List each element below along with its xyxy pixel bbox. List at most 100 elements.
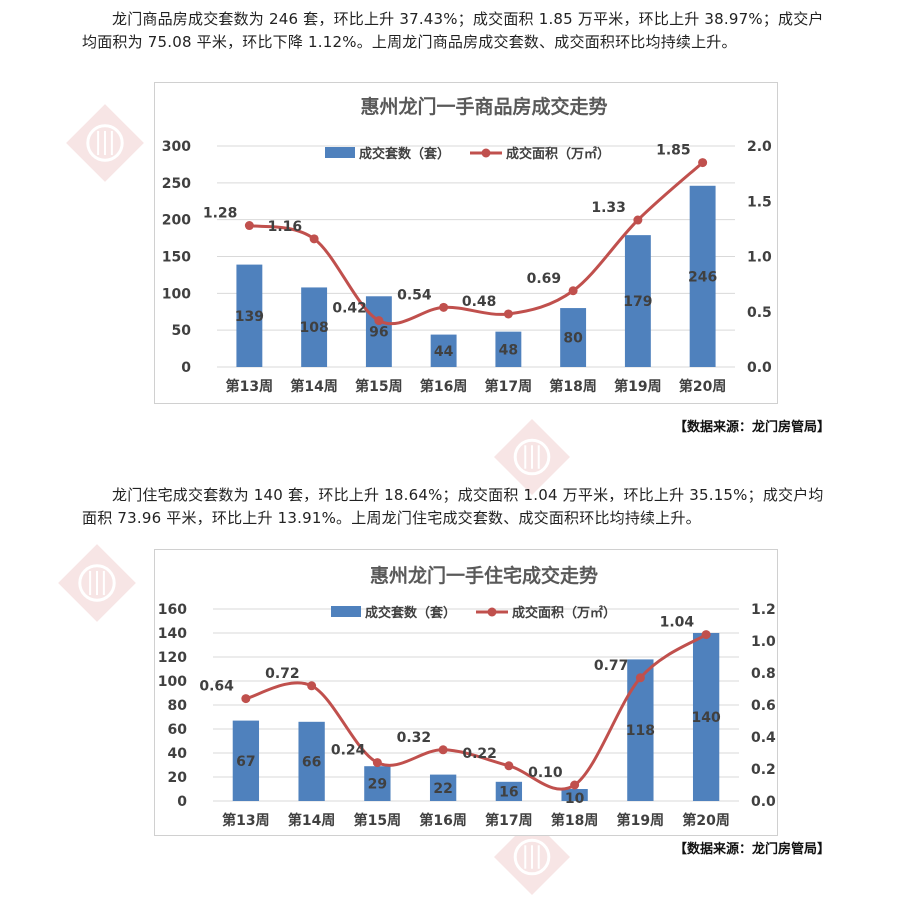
line-value-label: 1.28 <box>203 206 238 222</box>
summary-paragraph-commercial: 龙门商品房成交套数为 246 套，环比上升 37.43%；成交面积 1.85 万… <box>82 10 824 51</box>
line-point <box>439 302 449 312</box>
line-point <box>438 745 448 755</box>
y-left-tick-label: 0 <box>181 360 191 376</box>
line-point <box>503 309 513 319</box>
line-point <box>307 681 317 691</box>
watermark-diamond-shape <box>58 544 136 622</box>
line-point <box>372 758 382 768</box>
y-right-tick-label: 0.0 <box>751 794 776 810</box>
y-left-tick-label: 200 <box>162 213 191 229</box>
chart-residential-housing: 惠州龙门一手住宅成交走势 0 20 40 60 80 100 120 140 160 0.0 0.2 0… <box>154 549 778 836</box>
x-tick-label: 第15周 <box>354 812 401 829</box>
line-value-label: 0.77 <box>594 658 629 674</box>
watermark-logo <box>54 540 140 630</box>
watermark-ring <box>78 564 116 602</box>
bar-value-label: 10 <box>565 791 585 807</box>
y-right-tick-label: 0.2 <box>751 762 776 778</box>
y-left-tick-label: 0 <box>177 794 187 810</box>
summary-paragraph-residential: 龙门住宅成交套数为 140 套，环比上升 18.64%；成交面积 1.04 万平… <box>82 486 824 527</box>
x-tick-label: 第14周 <box>290 378 337 395</box>
y-left-tick-label: 100 <box>158 674 187 690</box>
legend-bar-label: 成交套数（套） <box>365 605 456 621</box>
y-right-tick-label: 0.5 <box>747 305 772 321</box>
bar-value-label: 16 <box>499 784 518 800</box>
chart-commercial-housing: 惠州龙门一手商品房成交走势 0 50 100 150 200 250 300 0.0 0.5 1.0… <box>154 82 778 404</box>
y-right-tick-label: 2.0 <box>747 139 772 155</box>
line-value-label: 0.72 <box>265 666 300 682</box>
legend-line-marker <box>487 607 497 617</box>
line-value-label: 1.04 <box>660 615 695 631</box>
y-left-tick-label: 120 <box>158 650 187 666</box>
y-left-tick-label: 160 <box>158 602 187 618</box>
line-value-label: 0.24 <box>331 743 366 759</box>
legend-line-label: 成交面积（万㎡） <box>506 146 610 162</box>
y-right-tick-label: 0.4 <box>751 730 776 746</box>
legend-bar-swatch <box>331 606 361 617</box>
chart-commercial-housing-svg: 惠州龙门一手商品房成交走势 0 50 100 150 200 250 300 0.0 0.5 1.0… <box>162 95 772 395</box>
bar-value-label: 246 <box>688 269 717 285</box>
x-tick-label: 第17周 <box>485 378 532 395</box>
y-left-tick-label: 150 <box>162 250 191 266</box>
line-point <box>309 234 319 244</box>
y-right-tick-label: 1.0 <box>747 250 772 266</box>
y-left-tick-label: 100 <box>162 286 191 302</box>
y-left-tick-label: 60 <box>168 722 188 738</box>
bar-value-label: 48 <box>499 342 518 358</box>
bar <box>430 334 457 367</box>
x-tick-label: 第17周 <box>485 812 532 829</box>
chart-title: 惠州龙门一手住宅成交走势 <box>370 564 598 587</box>
y-left-tick-label: 50 <box>172 323 192 339</box>
bar <box>429 774 457 801</box>
bar <box>232 720 260 801</box>
legend-bar-swatch <box>325 147 355 158</box>
y-right-tick-label: 1.0 <box>751 634 776 650</box>
bar-value-label: 67 <box>236 754 255 770</box>
bar-value-label: 29 <box>368 777 387 793</box>
line-value-label: 0.64 <box>199 679 234 695</box>
y-right-tick-label: 1.2 <box>751 602 776 618</box>
line-point <box>570 780 580 790</box>
line-value-label: 0.22 <box>462 746 497 762</box>
line-point <box>698 158 708 168</box>
bar <box>627 659 654 801</box>
line-value-label: 1.33 <box>591 200 626 216</box>
bar-value-label: 80 <box>563 331 583 347</box>
x-tick-label: 第15周 <box>355 378 402 395</box>
line-value-label: 0.69 <box>527 271 562 287</box>
bar <box>236 264 263 367</box>
x-tick-label: 第19周 <box>614 378 661 395</box>
x-tick-label: 第16周 <box>419 812 466 829</box>
x-tick-label: 第20周 <box>679 378 726 395</box>
data-source-label: 【数据来源：龙门房管局】 <box>673 842 830 857</box>
x-tick-label: 第13周 <box>226 378 273 395</box>
watermark-emblem <box>66 104 144 182</box>
line-value-label: 1.16 <box>268 219 303 235</box>
line-point <box>635 673 645 683</box>
y-right-tick-label: 0.0 <box>747 360 772 376</box>
line-value-label: 0.32 <box>397 730 432 746</box>
line-value-label: 0.42 <box>332 301 367 317</box>
watermark-emblem <box>58 544 136 622</box>
line-point <box>374 316 384 326</box>
y-right-tick-label: 1.5 <box>747 194 772 210</box>
line-point <box>241 694 251 704</box>
bar <box>365 296 392 367</box>
line-series-area <box>249 161 704 326</box>
bar-value-label: 139 <box>235 309 264 325</box>
line-value-label: 1.85 <box>656 143 691 159</box>
bar-value-label: 140 <box>692 710 721 726</box>
y-left-tick-label: 20 <box>168 770 188 786</box>
y-left-tick-label: 250 <box>162 176 191 192</box>
line-point <box>633 215 643 225</box>
watermark-ring <box>513 838 551 876</box>
x-tick-label: 第19周 <box>617 812 664 829</box>
line-point <box>504 761 514 771</box>
line-point <box>701 630 711 640</box>
bar <box>495 781 523 801</box>
watermark-diamond <box>58 544 136 622</box>
y-left-tick-label: 40 <box>168 746 188 762</box>
x-tick-label: 第18周 <box>549 378 596 395</box>
watermark-logo <box>62 100 148 190</box>
bar-value-label: 96 <box>369 325 388 341</box>
bar-value-label: 22 <box>433 781 452 797</box>
